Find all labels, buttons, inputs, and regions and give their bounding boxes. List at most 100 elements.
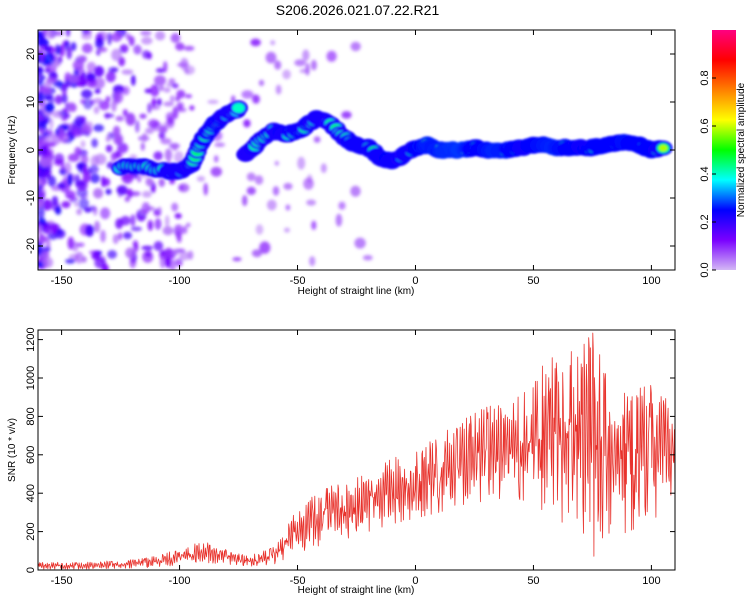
spectrogram-noise-blob — [258, 79, 265, 87]
spectrogram-noise-blob — [158, 250, 167, 260]
spectrogram-noise-blob — [90, 173, 100, 184]
spectrogram-noise-blob — [142, 190, 152, 198]
spectrogram-noise-blob — [80, 140, 86, 148]
spectrogram-noise-blob — [51, 133, 61, 146]
spectrogram-noise-blob — [341, 111, 352, 119]
spectrogram-noise-blob — [66, 30, 71, 37]
spectrogram-noise-blob — [65, 258, 76, 264]
spectrogram-noise-blob — [185, 94, 193, 99]
spectrogram-noise-blob — [83, 98, 93, 110]
spectrogram-noise-blob — [252, 94, 260, 104]
spectrogram-noise-blob — [123, 231, 132, 240]
spectrogram-noise-blob — [132, 240, 139, 249]
spectrogram-noise-blob — [309, 256, 316, 267]
spectrogram-noise-blob — [43, 131, 50, 136]
spectrogram-noise-blob — [147, 119, 160, 129]
spectrogram-noise-blob — [100, 207, 111, 220]
spectrogram-noise-blob — [47, 175, 57, 187]
spectrogram-noise-blob — [313, 136, 321, 143]
spectrogram-noise-blob — [241, 90, 254, 99]
spectrogram-noise-blob — [60, 163, 65, 171]
snr-x-axis-label: Height of straight line (km) — [298, 585, 415, 596]
spectrogram-noise-blob — [162, 226, 174, 236]
spectrogram-noise-blob — [189, 105, 195, 111]
spectrogram-noise-blob — [110, 32, 123, 42]
spectrogram-noise-blob — [115, 133, 124, 146]
spectrogram-noise-blob — [105, 71, 116, 83]
spectrogram-noise-blob — [81, 89, 93, 99]
spectrogram-noise-blob — [125, 112, 136, 126]
spectrogram-noise-blob — [126, 188, 133, 199]
page-title: S206.2026.021.07.22.R21 — [275, 2, 440, 18]
spectrogram-noise-blob — [93, 188, 104, 199]
spectrogram-x-tick-label: -50 — [290, 275, 306, 287]
spectrogram-noise-blob — [74, 202, 79, 207]
spectrogram-y-tick-label: -20 — [25, 238, 37, 254]
spectrogram-noise-blob — [86, 61, 97, 73]
spectrogram-noise-blob — [133, 44, 142, 55]
spectrogram-noise-blob — [130, 226, 143, 232]
spectrogram-noise-blob — [141, 245, 154, 251]
spectrogram-noise-blob — [154, 75, 166, 86]
spectrogram-noise-blob — [89, 164, 99, 174]
spectrogram-x-tick-label: 0 — [412, 275, 418, 287]
colorbar: 0.0 0.2 0.4 0.6 0.8 Normalized spectral ampl… — [699, 30, 747, 278]
spectrogram-noise-blob — [125, 33, 131, 41]
spectrogram-noise-blob — [40, 136, 51, 145]
spectrogram-x-tick-label: 50 — [527, 275, 539, 287]
spectrogram-noise-blob — [175, 96, 180, 102]
spectrogram-ridge-blob — [232, 103, 245, 113]
spectrogram-noise-blob — [171, 143, 178, 151]
spectrogram-noise-blob — [210, 166, 222, 177]
spectrogram-noise-blob — [158, 178, 165, 188]
snr-y-tick-label: 1200 — [25, 327, 37, 351]
spectrogram-noise-blob — [69, 103, 77, 112]
spectrogram-noise-blob — [67, 153, 80, 162]
spectrogram-noise-blob — [274, 60, 282, 70]
spectrogram-noise-blob — [76, 187, 88, 198]
spectrogram-noise-blob — [114, 90, 124, 104]
spectrogram-noise-blob — [154, 218, 162, 230]
spectrogram-noise-blob — [326, 50, 337, 62]
spectrogram-noise-blob — [183, 45, 195, 51]
spectrogram-noise-blob — [164, 148, 173, 162]
spectrogram-noise-blob — [297, 156, 306, 170]
spectrogram-noise-blob — [43, 52, 55, 66]
spectrogram-noise-blob — [214, 142, 226, 148]
spectrogram-noise-blob — [354, 237, 366, 249]
spectrogram-noise-blob — [172, 249, 179, 256]
spectrogram-noise-blob — [137, 175, 142, 183]
spectrogram-noise-blob — [61, 201, 71, 209]
snr-series-line — [38, 332, 675, 570]
spectrogram-noise-blob — [38, 180, 43, 186]
spectrogram-noise-blob — [254, 175, 264, 185]
spectrogram-noise-blob — [54, 94, 63, 105]
spectrogram-noise-blob — [111, 48, 122, 62]
spectrogram-noise-blob — [95, 38, 104, 49]
spectrogram-noise-blob — [70, 42, 77, 51]
snr-y-tick-label: 800 — [25, 407, 37, 425]
spectrogram-noise-blob — [54, 153, 65, 164]
spectrogram-noise-blob — [155, 30, 166, 41]
spectrogram-noise-blob — [284, 227, 290, 233]
spectrogram-noise-blob — [246, 186, 256, 195]
spectrogram-noise-blob — [140, 30, 152, 36]
spectrogram-noise-blob — [107, 250, 117, 259]
spectrogram-noise-blob — [38, 86, 49, 94]
spectrogram-noise-blob — [142, 50, 151, 59]
spectrogram-noise-blob — [38, 116, 45, 121]
spectrogram-noise-blob — [54, 206, 62, 215]
spectrogram-noise-blob — [91, 138, 98, 148]
spectrogram-noise-blob — [145, 252, 152, 257]
spectrogram-noise-blob — [81, 256, 87, 263]
spectrogram-noise-blob — [174, 213, 182, 219]
spectrogram-noise-blob — [66, 46, 72, 60]
spectrogram-noise-blob — [107, 32, 112, 46]
spectrogram-noise-blob — [105, 95, 111, 103]
spectrogram-noise-blob — [38, 173, 45, 179]
spectrogram-noise-blob — [163, 87, 171, 93]
snr-frame — [37, 329, 676, 571]
spectrogram-noise-blob — [105, 188, 112, 195]
